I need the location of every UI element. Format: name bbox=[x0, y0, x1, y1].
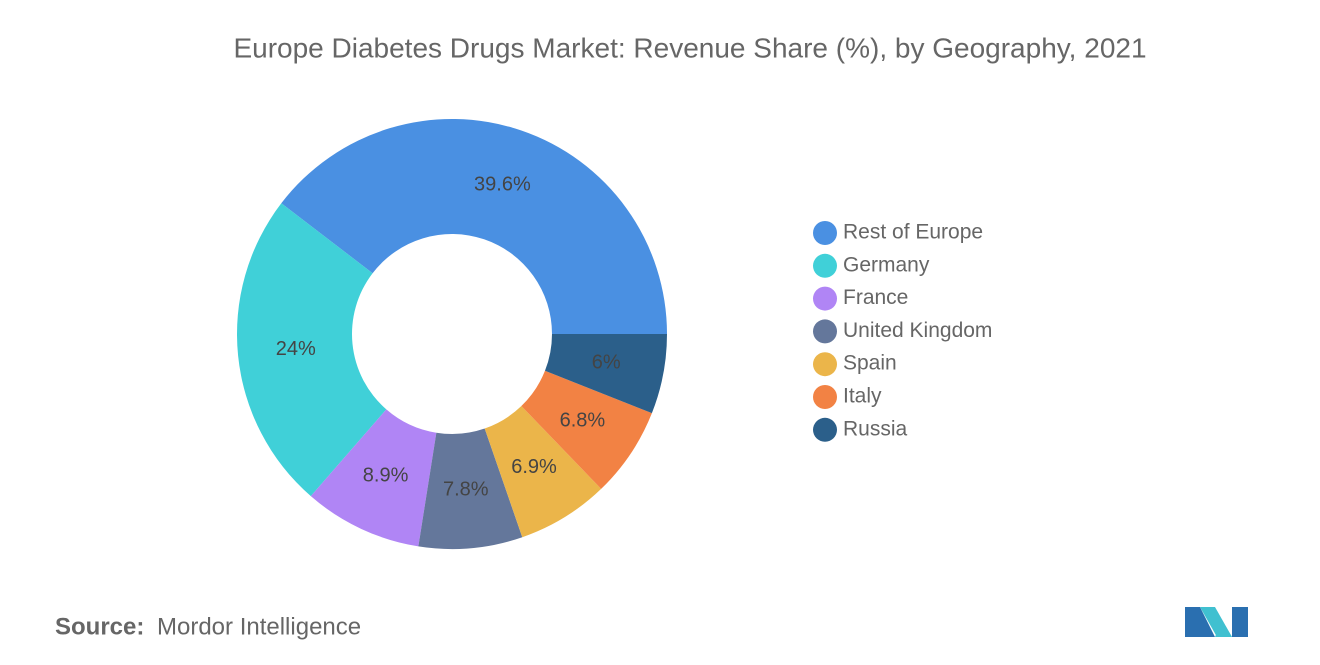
legend-label: Rest of Europe bbox=[843, 221, 983, 244]
legend-label: United Kingdom bbox=[843, 319, 992, 342]
legend-label: Germany bbox=[843, 253, 930, 276]
data-label: 6.8% bbox=[560, 410, 606, 432]
legend-label: France bbox=[843, 286, 908, 309]
data-label: 6% bbox=[592, 352, 621, 374]
legend-swatch bbox=[813, 319, 837, 344]
data-label: 7.8% bbox=[443, 479, 489, 501]
source: Mordor Intelligence bbox=[157, 613, 361, 640]
data-label: 24% bbox=[276, 338, 316, 360]
legend-label: Russia bbox=[843, 417, 908, 440]
legend-label: Italy bbox=[843, 385, 882, 408]
legend-swatch bbox=[813, 221, 837, 245]
data-label: 6.9% bbox=[511, 456, 557, 478]
legend-swatch bbox=[813, 286, 837, 311]
legend-swatch bbox=[813, 253, 837, 278]
donut-slice bbox=[310, 409, 437, 547]
donut-slice bbox=[237, 203, 387, 497]
donut-slice bbox=[484, 406, 602, 538]
donut-slice bbox=[418, 428, 523, 549]
donut-slice bbox=[521, 370, 652, 489]
legend-swatch bbox=[813, 385, 837, 409]
donut-slice bbox=[281, 118, 667, 335]
logo bbox=[1185, 607, 1248, 637]
chart-title: Europe Diabetes Drugs Market: Revenue Sh… bbox=[233, 32, 1146, 63]
legend-swatch bbox=[813, 352, 837, 377]
legend-swatch bbox=[813, 417, 837, 442]
donut-slice bbox=[544, 334, 667, 414]
legend-label: Spain bbox=[843, 352, 897, 375]
data-label: 8.9% bbox=[363, 465, 409, 487]
source-label: Source: bbox=[55, 613, 144, 640]
data-label: 39.6% bbox=[474, 174, 531, 196]
